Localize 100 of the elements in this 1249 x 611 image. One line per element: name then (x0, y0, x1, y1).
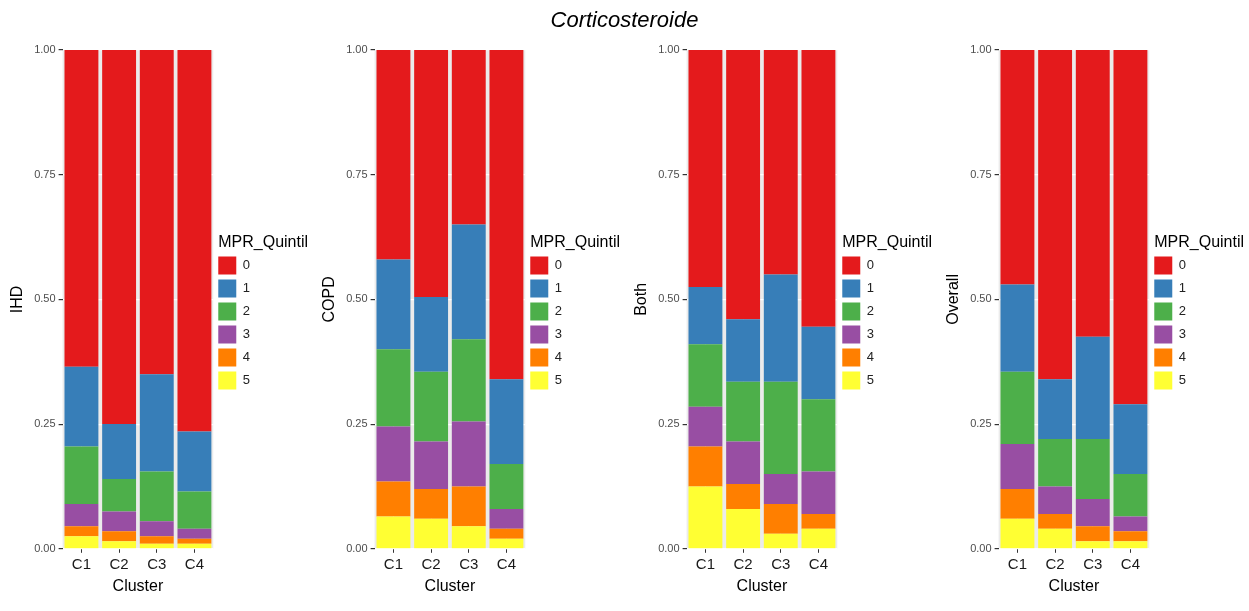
y-tick-label: 0.50 (970, 292, 992, 305)
bar (414, 488, 449, 519)
bar (102, 531, 137, 542)
x-tick-label: C2 (421, 554, 441, 572)
legend-label: 0 (866, 257, 874, 273)
bar (376, 426, 411, 482)
bar (1038, 379, 1073, 440)
x-axis-title: Cluster (736, 576, 788, 594)
legend-label: 5 (242, 372, 250, 388)
bar (1113, 531, 1148, 542)
bar (763, 473, 798, 504)
bar (451, 224, 486, 340)
bar (801, 399, 836, 472)
bar (414, 296, 449, 372)
bar (688, 50, 723, 287)
legend-label: 3 (554, 326, 562, 342)
bar (688, 406, 723, 447)
x-tick-label: C4 (184, 554, 205, 572)
y-tick-label: 0.25 (346, 417, 368, 430)
y-tick-label: 0.50 (34, 292, 56, 305)
y-tick-label: 1.00 (34, 43, 56, 56)
bar (1038, 50, 1073, 380)
bar (376, 50, 411, 260)
y-tick-label: 0.75 (658, 167, 680, 180)
bar (1000, 488, 1035, 519)
y-axis-title: COPD (320, 276, 338, 323)
bar (726, 508, 761, 549)
bar (763, 274, 798, 382)
bar (102, 478, 137, 512)
y-axis-title: Overall (944, 274, 962, 325)
text: Corticosteroide (550, 7, 699, 33)
legend-title: MPR_Quintil (842, 232, 933, 251)
y-tick-label: 1.00 (658, 43, 680, 56)
bar (64, 446, 99, 504)
bar (1038, 439, 1073, 487)
bar (801, 528, 836, 549)
x-axis-title: Cluster (424, 576, 476, 594)
x-tick-label: C4 (1120, 554, 1141, 572)
y-tick-label: 0.50 (658, 292, 680, 305)
bar (801, 471, 836, 514)
bar (139, 50, 174, 375)
bar (139, 543, 174, 549)
bar (1075, 50, 1110, 337)
bar (177, 538, 212, 544)
bar (1075, 439, 1110, 499)
bar (1113, 473, 1148, 517)
legend-label: 4 (242, 349, 250, 365)
x-tick-label: C3 (1083, 554, 1103, 572)
x-tick-label: C2 (1045, 554, 1065, 572)
bar (1113, 541, 1148, 549)
legend-label: 4 (866, 349, 874, 365)
bar (451, 421, 486, 487)
y-tick-label: 0.00 (970, 541, 992, 554)
x-tick-label: C2 (109, 554, 129, 572)
legend-label: 2 (554, 303, 562, 319)
bar (1000, 518, 1035, 549)
bar (414, 518, 449, 549)
bar (1075, 541, 1110, 549)
x-tick-label: C1 (383, 554, 404, 572)
bar (102, 424, 137, 479)
bar (177, 528, 212, 539)
legend-label: 4 (554, 349, 562, 365)
x-tick-label: C4 (496, 554, 517, 572)
y-tick-label: 1.00 (346, 43, 368, 56)
bar (801, 326, 836, 400)
bar (451, 526, 486, 549)
x-tick-label: C1 (71, 554, 92, 572)
bar (376, 259, 411, 350)
bar (763, 503, 798, 534)
bar (64, 526, 99, 537)
bar (726, 50, 761, 320)
legend-label: 5 (1178, 372, 1186, 388)
x-tick-label: C3 (771, 554, 791, 572)
bar (102, 541, 137, 549)
bar (1038, 528, 1073, 549)
x-tick-label: C4 (808, 554, 829, 572)
legend-label: 1 (554, 280, 562, 296)
bar (1038, 513, 1073, 529)
bar (1075, 336, 1110, 440)
bar (726, 483, 761, 509)
y-tick-label: 0.75 (34, 167, 56, 180)
x-tick-label: C3 (459, 554, 479, 572)
bar (1000, 444, 1035, 489)
bar (1038, 486, 1073, 514)
bar (414, 441, 449, 489)
y-tick-label: 0.25 (34, 417, 56, 430)
bar (451, 486, 486, 527)
legend-label: 3 (242, 326, 250, 342)
y-tick-label: 0.50 (346, 292, 368, 305)
bar (376, 481, 411, 517)
x-tick-label: C1 (1007, 554, 1028, 572)
legend-label: 2 (1178, 303, 1186, 319)
legend-title: MPR_Quintil (218, 232, 309, 251)
bar (414, 50, 449, 297)
legend-label: 1 (866, 280, 874, 296)
bar (726, 381, 761, 442)
legend-title: MPR_Quintil (1154, 232, 1245, 251)
bar (489, 464, 524, 509)
y-tick-label: 0.75 (346, 167, 368, 180)
bar (102, 511, 137, 532)
